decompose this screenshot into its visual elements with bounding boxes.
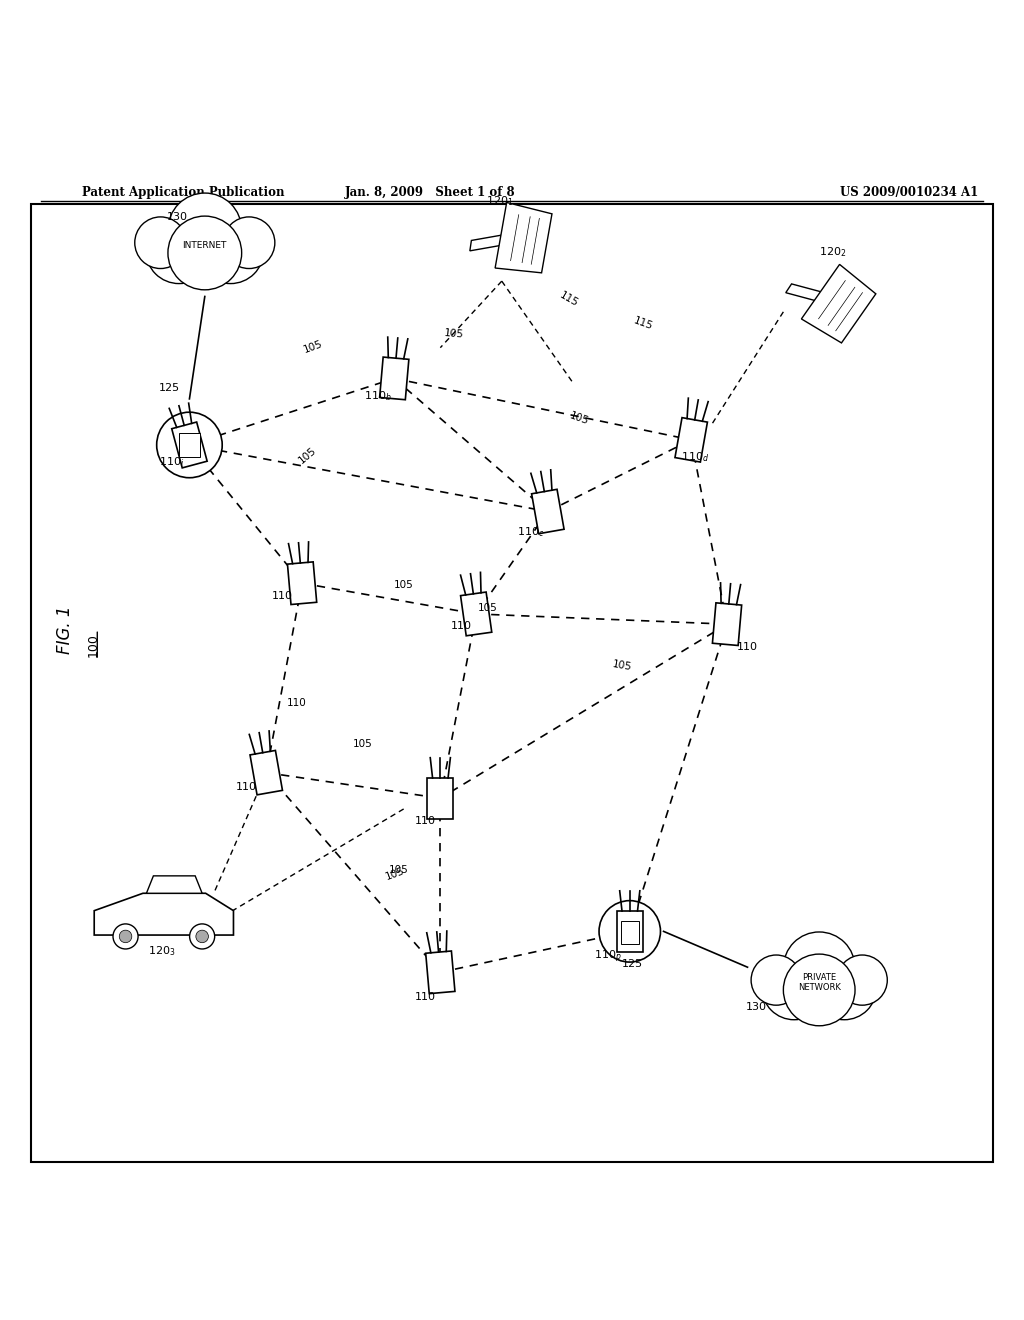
- Circle shape: [762, 956, 826, 1020]
- Text: FIG. 1: FIG. 1: [56, 605, 75, 653]
- Text: $120_2$: $120_2$: [819, 246, 847, 259]
- Text: 115: 115: [558, 290, 581, 309]
- Text: $110_b$: $110_b$: [364, 389, 391, 403]
- Polygon shape: [531, 490, 564, 533]
- Text: 110: 110: [415, 991, 436, 1002]
- Polygon shape: [172, 422, 207, 467]
- Text: $110_d$: $110_d$: [681, 450, 710, 465]
- Circle shape: [812, 956, 877, 1020]
- Polygon shape: [380, 358, 409, 400]
- Circle shape: [198, 218, 264, 284]
- Circle shape: [599, 900, 660, 962]
- Circle shape: [838, 954, 888, 1006]
- Polygon shape: [146, 876, 202, 894]
- Text: $110_i$: $110_i$: [159, 455, 184, 469]
- Circle shape: [119, 931, 132, 942]
- Circle shape: [189, 924, 215, 949]
- Circle shape: [145, 218, 212, 284]
- Text: 105: 105: [297, 445, 318, 466]
- Text: 105: 105: [384, 866, 406, 882]
- Text: 105: 105: [389, 865, 409, 875]
- Polygon shape: [713, 603, 741, 645]
- Polygon shape: [426, 950, 455, 994]
- Text: $120_1$: $120_1$: [486, 194, 514, 209]
- Text: $110_p$: $110_p$: [594, 948, 622, 965]
- Polygon shape: [616, 911, 643, 952]
- Text: $110_c$: $110_c$: [517, 525, 545, 539]
- Text: 125: 125: [622, 960, 643, 969]
- Circle shape: [223, 216, 274, 268]
- Text: 110: 110: [287, 698, 306, 708]
- Polygon shape: [785, 284, 850, 310]
- Text: 110: 110: [451, 622, 472, 631]
- Text: Patent Application Publication: Patent Application Publication: [82, 186, 285, 198]
- Circle shape: [196, 931, 209, 942]
- Polygon shape: [675, 417, 708, 462]
- Text: 110: 110: [415, 816, 436, 826]
- Text: 105: 105: [302, 339, 324, 355]
- Circle shape: [157, 412, 222, 478]
- Text: 130: 130: [167, 211, 188, 222]
- Text: INTERNET: INTERNET: [182, 240, 227, 249]
- Text: 100: 100: [87, 632, 100, 656]
- Polygon shape: [288, 562, 316, 605]
- Text: 110: 110: [271, 590, 293, 601]
- Text: 115: 115: [632, 315, 654, 331]
- Text: 110: 110: [236, 781, 257, 792]
- Circle shape: [168, 193, 242, 267]
- Polygon shape: [94, 894, 233, 935]
- Text: PRIVATE
NETWORK: PRIVATE NETWORK: [798, 973, 841, 993]
- Text: 110: 110: [737, 642, 759, 652]
- Circle shape: [168, 216, 242, 290]
- Circle shape: [752, 954, 801, 1006]
- Polygon shape: [179, 433, 200, 457]
- Polygon shape: [496, 202, 552, 273]
- Polygon shape: [427, 777, 454, 818]
- Text: 130: 130: [745, 1002, 767, 1012]
- Text: $120_3$: $120_3$: [148, 944, 176, 958]
- Polygon shape: [621, 921, 639, 944]
- Polygon shape: [461, 593, 492, 636]
- Text: Jan. 8, 2009   Sheet 1 of 8: Jan. 8, 2009 Sheet 1 of 8: [345, 186, 515, 198]
- Polygon shape: [802, 264, 876, 343]
- Circle shape: [783, 932, 855, 1003]
- Circle shape: [135, 216, 186, 268]
- Text: 105: 105: [443, 327, 464, 339]
- Polygon shape: [470, 230, 536, 251]
- Circle shape: [783, 954, 855, 1026]
- Text: 105: 105: [568, 411, 590, 426]
- Text: 125: 125: [159, 383, 180, 392]
- Polygon shape: [250, 751, 283, 795]
- Text: US 2009/0010234 A1: US 2009/0010234 A1: [840, 186, 978, 198]
- Text: 105: 105: [394, 581, 414, 590]
- Circle shape: [113, 924, 138, 949]
- Text: 105: 105: [353, 739, 373, 748]
- Text: 105: 105: [611, 659, 633, 672]
- Text: 105: 105: [478, 603, 498, 612]
